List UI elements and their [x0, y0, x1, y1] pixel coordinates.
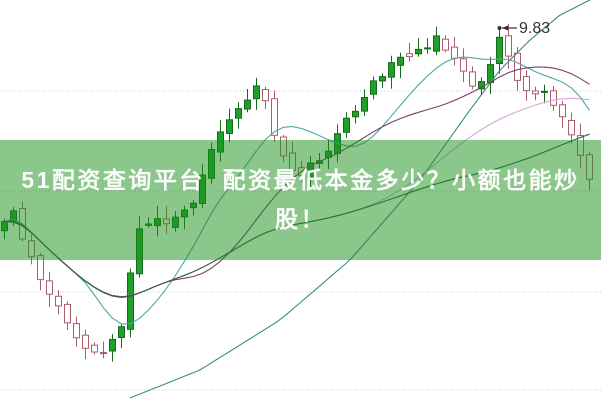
svg-text:9.83: 9.83 — [519, 20, 550, 37]
